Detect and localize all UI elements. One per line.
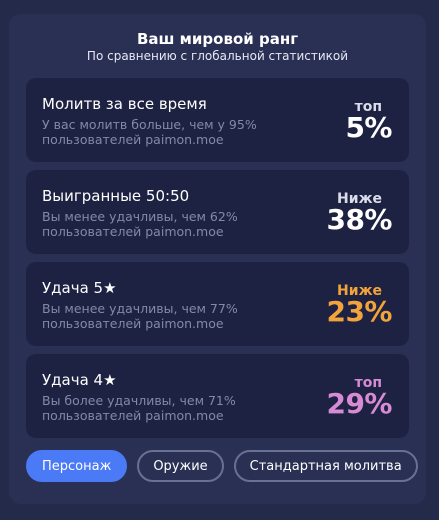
panel-header: Ваш мировой ранг По сравнению с глобальн… [26, 14, 409, 63]
rank-value: Ниже 23% [326, 284, 392, 326]
rank-word: топ [354, 375, 382, 391]
rank-cards: Молитв за все время У вас молитв больше,… [26, 78, 409, 438]
rank-card-total-wishes: Молитв за все время У вас молитв больше,… [26, 78, 409, 162]
rank-value: топ 5% [345, 100, 392, 142]
panel-title: Ваш мировой ранг [136, 30, 299, 48]
tab-standard-wish[interactable]: Стандартная молитва [233, 450, 418, 482]
card-title: Молитв за все время [42, 95, 207, 113]
rank-card-5050-won: Выигранные 50:50 Вы менее удачливы, чем … [26, 170, 409, 254]
card-title: Удача 4★ [42, 371, 117, 389]
rank-percent: 23% [326, 295, 392, 328]
rank-card-luck-4-star: Удача 4★ Вы более удачливы, чем 71% поль… [26, 354, 409, 438]
panel-subtitle: По сравнению с глобальной статистикой [86, 49, 349, 63]
card-description: Вы менее удачливы, чем 62% пользователей… [42, 209, 238, 239]
card-description: Вы более удачливы, чем 71% пользователей… [42, 393, 236, 423]
rank-word: Ниже [337, 191, 382, 207]
rank-percent: 38% [326, 203, 392, 236]
tab-character[interactable]: Персонаж [26, 450, 128, 482]
card-title: Удача 5★ [42, 279, 117, 297]
tab-weapon[interactable]: Оружие [137, 450, 224, 482]
rank-percent: 29% [326, 387, 392, 420]
card-description: Вы менее удачливы, чем 77% пользователей… [42, 301, 238, 331]
rank-word: топ [354, 99, 382, 115]
card-title: Выигранные 50:50 [42, 187, 190, 205]
rank-value: Ниже 38% [326, 192, 392, 234]
banner-tabs: Персонаж Оружие Стандартная молитва [26, 450, 418, 482]
rank-word: Ниже [337, 283, 382, 299]
rank-card-luck-5-star: Удача 5★ Вы менее удачливы, чем 77% поль… [26, 262, 409, 346]
card-description: У вас молитв больше, чем у 95% пользоват… [42, 117, 257, 147]
rank-percent: 5% [345, 111, 392, 144]
rank-value: топ 29% [326, 376, 392, 418]
world-rank-panel: Ваш мировой ранг По сравнению с глобальн… [9, 14, 426, 504]
